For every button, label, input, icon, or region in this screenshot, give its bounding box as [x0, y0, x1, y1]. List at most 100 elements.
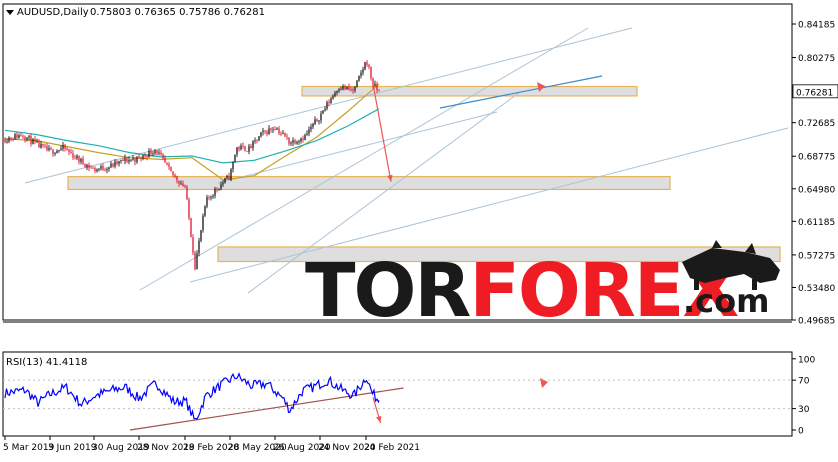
candle — [98, 168, 100, 172]
x-tick-label: 28 May 2020 — [228, 443, 287, 453]
candle — [304, 133, 306, 141]
candle — [376, 81, 378, 94]
rsi-layer — [3, 371, 792, 431]
candle — [320, 110, 322, 124]
candle — [172, 171, 174, 177]
candle — [206, 194, 208, 209]
candle — [120, 159, 122, 164]
channel-line — [217, 111, 498, 184]
candle-body — [72, 153, 74, 158]
candle — [342, 84, 344, 91]
candle-body — [310, 126, 312, 130]
candle-body — [304, 135, 306, 141]
symbol-dropdown-icon[interactable] — [6, 10, 14, 15]
candle-body — [334, 92, 336, 96]
candle-body — [306, 133, 308, 136]
candle-body — [206, 197, 208, 207]
candle-body — [64, 145, 66, 149]
candle — [178, 180, 180, 187]
candle — [16, 131, 18, 140]
candle — [28, 134, 30, 141]
candle-body — [360, 72, 362, 76]
candle — [238, 145, 240, 152]
candle-body — [114, 161, 116, 167]
candle-body — [80, 158, 82, 162]
candle-body — [330, 98, 332, 104]
candle — [368, 63, 370, 70]
candle-body — [62, 145, 64, 149]
candle — [138, 153, 140, 159]
candle — [168, 162, 170, 170]
candle — [106, 167, 108, 174]
candle — [204, 205, 206, 217]
candle — [156, 149, 158, 156]
candle-body — [228, 175, 230, 180]
candle — [332, 94, 334, 100]
candle-body — [296, 141, 298, 144]
price-tick-label: 0.49685 — [798, 317, 835, 327]
forecast-arrows — [372, 82, 548, 424]
candle — [116, 159, 118, 166]
candle — [6, 138, 8, 144]
candle-body — [56, 150, 58, 154]
candle-body — [190, 218, 192, 237]
candle — [334, 90, 336, 98]
candle — [220, 181, 222, 191]
candle — [352, 86, 354, 94]
price-marker-arrow — [537, 82, 545, 92]
candle — [232, 161, 234, 173]
candle-body — [350, 89, 352, 91]
x-tick-label: 5 Mar 2019 — [3, 443, 55, 453]
candle — [182, 180, 184, 187]
candle — [112, 162, 114, 168]
candle — [188, 197, 190, 221]
candle-body — [16, 134, 18, 138]
candle — [176, 175, 178, 184]
candle — [364, 61, 366, 71]
candle-body — [132, 158, 134, 160]
candle — [30, 133, 32, 147]
candle-body — [280, 133, 282, 135]
candle-body — [268, 128, 270, 135]
price-panel-frame — [2, 3, 793, 321]
candle-body — [150, 150, 152, 154]
candle-body — [348, 86, 350, 90]
channel-line — [189, 127, 789, 283]
candle — [370, 66, 372, 81]
candle-body — [234, 154, 236, 162]
candle-body — [370, 67, 372, 79]
candle-body — [276, 128, 278, 130]
candle-body — [366, 62, 368, 65]
candle-body — [82, 158, 84, 164]
candle — [94, 166, 96, 174]
candle-body — [54, 153, 56, 155]
sr-zone — [67, 175, 671, 191]
candle-body — [48, 148, 50, 151]
candle-body — [86, 164, 88, 168]
candle-body — [312, 123, 314, 127]
candle-body — [74, 157, 76, 159]
candle — [328, 99, 330, 107]
candle-body — [104, 169, 106, 171]
candle-body — [118, 160, 120, 164]
candle-body — [288, 137, 290, 144]
candle — [338, 87, 340, 93]
candle — [74, 154, 76, 160]
candle — [36, 138, 38, 144]
chart-ohlc-label: 0.75803 0.76365 0.75786 0.76281 — [90, 7, 265, 18]
candle — [318, 120, 320, 125]
candle-body — [52, 149, 54, 155]
candle — [10, 137, 12, 142]
candle-body — [212, 195, 214, 197]
candle-body — [28, 135, 30, 138]
candle — [42, 143, 44, 148]
candle-body — [362, 69, 364, 73]
candle — [322, 110, 324, 115]
candle-body — [20, 135, 22, 137]
candle-body — [136, 156, 138, 162]
candle — [230, 168, 232, 182]
candle-body — [324, 108, 326, 111]
candle-body — [168, 164, 170, 167]
candle-body — [186, 187, 188, 200]
